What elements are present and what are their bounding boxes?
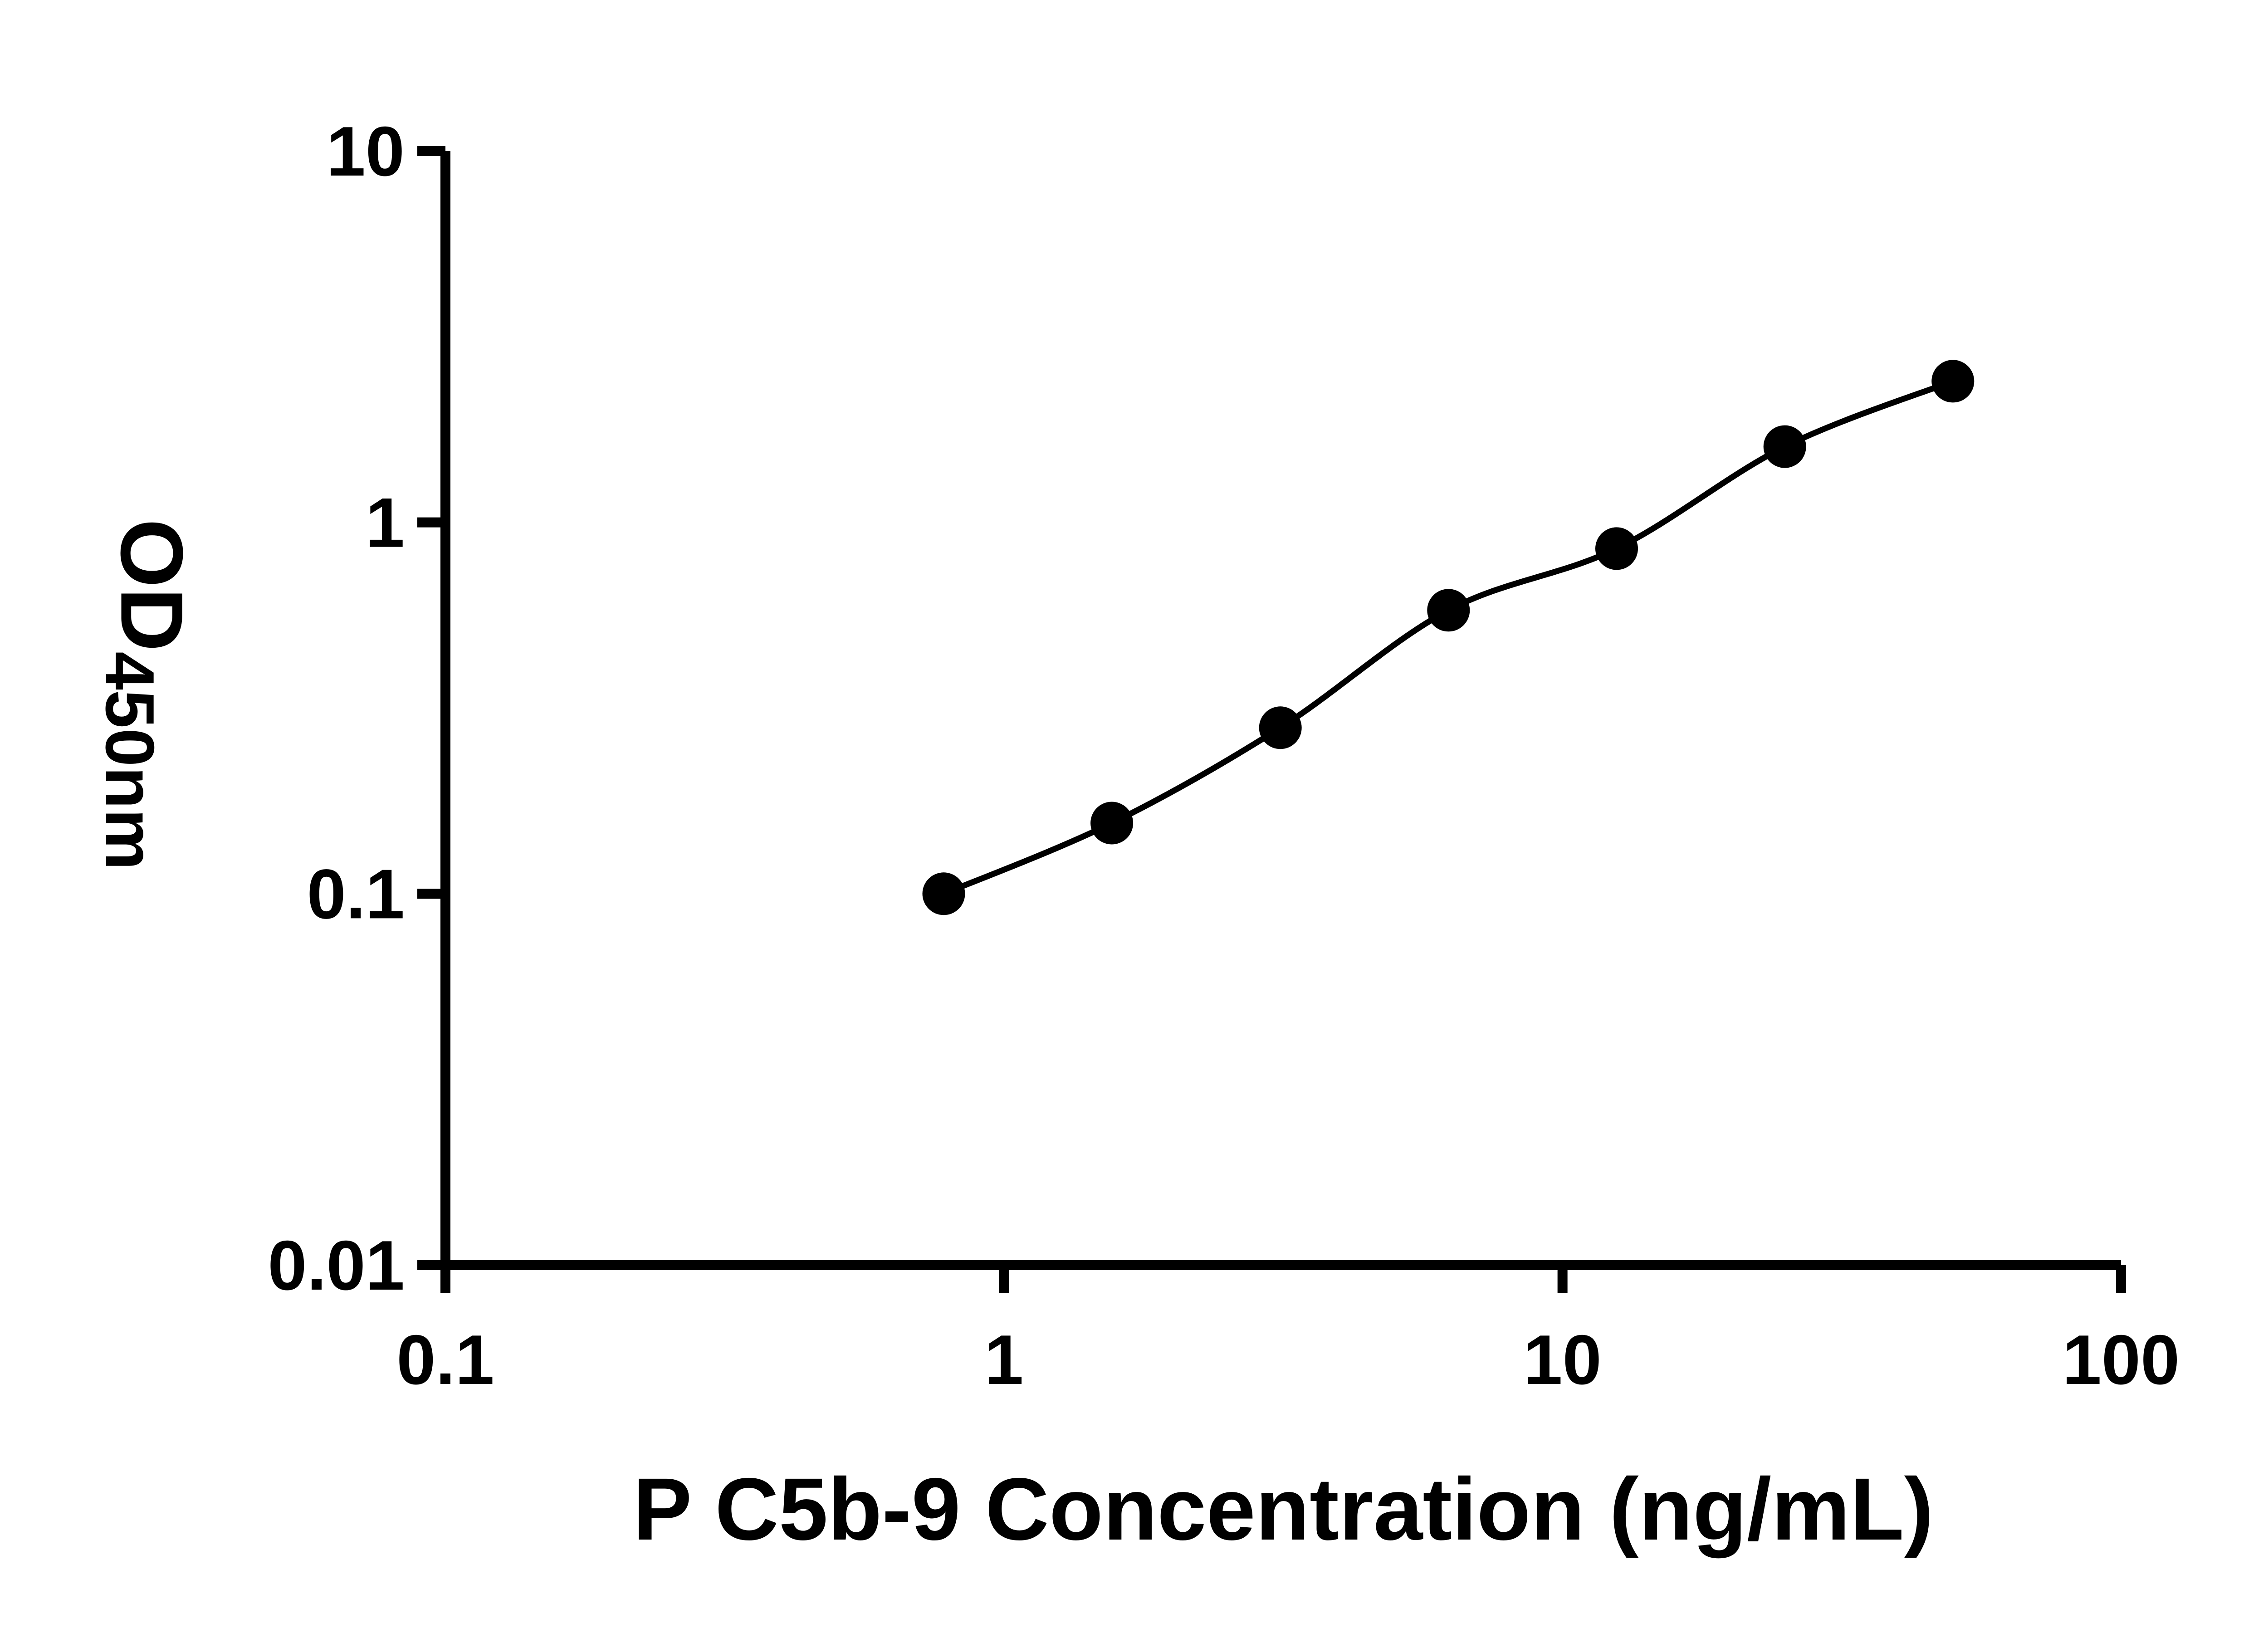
y-tick-label: 1 <box>366 484 405 562</box>
y-axis-title-subscript: 450nm <box>91 651 169 870</box>
data-point-marker <box>1259 706 1302 749</box>
x-axis-title: P C5b-9 Concentration (ng/mL) <box>633 1460 1934 1559</box>
y-axis-title: OD450nm <box>88 519 205 870</box>
data-point-marker <box>1595 527 1638 570</box>
y-axis-title-main: OD <box>102 518 201 652</box>
data-point-marker <box>1090 802 1134 845</box>
y-tick-label: 0.1 <box>307 855 405 933</box>
data-point-marker <box>1763 425 1806 468</box>
data-point-marker <box>1427 589 1470 632</box>
y-tick-label: 10 <box>327 112 405 191</box>
data-point-marker <box>1931 360 1975 403</box>
x-tick-label: 1 <box>984 1320 1023 1399</box>
x-tick-label: 100 <box>2063 1320 2180 1399</box>
x-tick-label: 10 <box>1523 1320 1601 1399</box>
x-tick-label: 0.1 <box>396 1320 494 1399</box>
data-point-marker <box>922 872 965 915</box>
y-tick-label: 0.01 <box>268 1226 405 1305</box>
